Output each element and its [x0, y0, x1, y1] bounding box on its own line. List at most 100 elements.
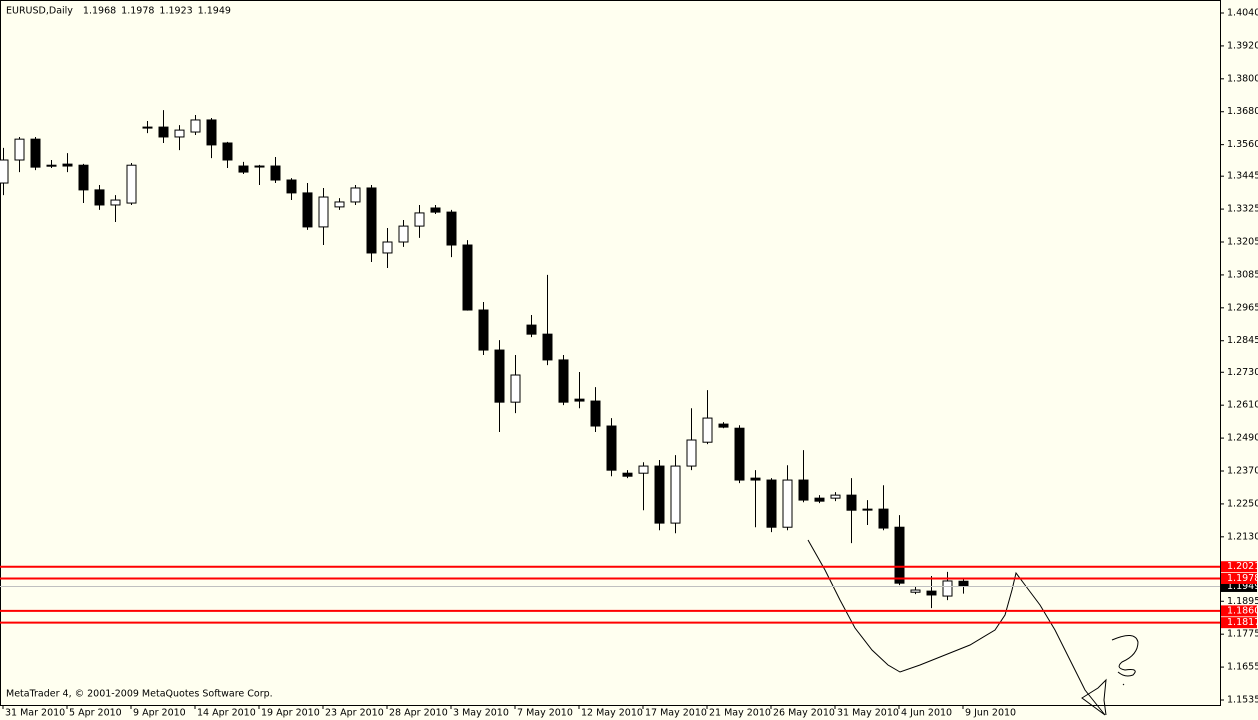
x-tick-label: 12 May 2010 — [581, 708, 643, 719]
y-tick-label: 1.3445 — [1227, 171, 1258, 182]
freehand-path — [807, 539, 1107, 716]
header-low: 1.1923 — [159, 6, 192, 17]
candle-body — [526, 324, 537, 335]
candle-body — [638, 465, 649, 474]
freehand-dot — [1122, 683, 1125, 686]
candle-body — [894, 526, 905, 584]
candle-body — [574, 398, 585, 402]
candle-body — [462, 244, 473, 311]
candle-body — [126, 164, 137, 204]
candle-body — [958, 580, 969, 587]
y-tick-label: 1.2250 — [1227, 498, 1258, 509]
candle-body — [270, 165, 281, 181]
candle-body — [446, 211, 457, 246]
level-label-bg — [1221, 617, 1257, 629]
candle-body — [238, 165, 249, 173]
y-tick-label: 1.2130 — [1227, 531, 1258, 542]
x-tick-label: 31 May 2010 — [837, 708, 899, 719]
y-tick-label: 1.3560 — [1227, 139, 1258, 150]
candle-body — [510, 374, 521, 403]
candle-body — [750, 477, 761, 481]
candle-body — [478, 309, 489, 351]
price-label: 1.1949 — [1227, 581, 1258, 592]
candle-body — [910, 589, 921, 593]
y-tick-label: 1.3800 — [1227, 73, 1258, 84]
candle-body — [558, 359, 569, 403]
candle-body — [222, 142, 233, 161]
candle-body — [718, 423, 729, 428]
x-tick-label: 3 May 2010 — [453, 708, 509, 719]
hand-drawing — [807, 539, 1139, 716]
candle-body — [302, 192, 313, 228]
candle-body — [206, 119, 217, 146]
candle-body — [782, 479, 793, 528]
price-label-bg — [1221, 580, 1257, 592]
y-tick-label: 1.2845 — [1227, 335, 1258, 346]
candle-body — [606, 425, 617, 471]
y-tick-label: 1.3920 — [1227, 40, 1258, 51]
candle-body — [622, 472, 633, 477]
candle-body — [862, 508, 873, 511]
y-tick-label: 1.2370 — [1227, 466, 1258, 477]
x-tick-label: 19 Apr 2010 — [261, 708, 320, 719]
candle-body — [14, 138, 25, 161]
candle-body — [734, 427, 745, 481]
marks — [0, 110, 969, 609]
y-tick-label: 1.1895 — [1227, 596, 1258, 607]
candle-body — [334, 201, 345, 208]
candle-body — [414, 212, 425, 227]
candle-body — [830, 494, 841, 499]
candle-body — [0, 159, 9, 184]
candle-body — [350, 187, 361, 203]
candle-body — [286, 179, 297, 194]
candle-body — [398, 225, 409, 243]
freehand-question — [1111, 635, 1139, 677]
chart-title: EURUSD,Daily — [6, 6, 73, 17]
candle-body — [798, 479, 809, 501]
y-tick-label: 1.4040 — [1227, 8, 1258, 19]
x-tick-label: 31 Mar 2010 — [5, 708, 65, 719]
y-tick-label: 1.2730 — [1227, 367, 1258, 378]
x-tick-label: 17 May 2010 — [645, 708, 707, 719]
x-tick-label: 4 Jun 2010 — [901, 708, 952, 719]
x-tick-label: 23 Apr 2010 — [325, 708, 384, 719]
candle-body — [702, 417, 713, 443]
x-tick-label: 14 Apr 2010 — [197, 708, 256, 719]
candle-body — [62, 163, 73, 167]
x-tick-label: 5 Apr 2010 — [69, 708, 122, 719]
level-label: 1.1978 — [1227, 573, 1258, 584]
header-close: 1.1949 — [198, 6, 231, 17]
y-tick-label: 1.2490 — [1227, 433, 1258, 444]
y-tick-label: 1.3205 — [1227, 237, 1258, 248]
candle-body — [670, 465, 681, 524]
candle-body — [654, 465, 665, 524]
x-tick-label: 26 May 2010 — [773, 708, 835, 719]
candle-body — [878, 508, 889, 529]
candle-body — [190, 119, 201, 133]
plot-frame — [0, 0, 1221, 706]
candle-body — [590, 400, 601, 427]
x-tick-label: 9 Apr 2010 — [133, 708, 186, 719]
y-tick-label: 1.1775 — [1227, 629, 1258, 640]
candle-body — [78, 164, 89, 191]
x-tick-label: 7 May 2010 — [517, 708, 573, 719]
candle-body — [382, 241, 393, 254]
level-label-bg — [1221, 573, 1257, 585]
candle-body — [942, 580, 953, 597]
y-tick-label: 1.3325 — [1227, 204, 1258, 215]
x-tick-label: 9 Jun 2010 — [965, 708, 1016, 719]
candle-body — [366, 187, 377, 254]
level-label: 1.1817 — [1227, 617, 1258, 628]
candle-body — [766, 479, 777, 528]
candle-body — [926, 590, 937, 596]
x-tick-label: 21 May 2010 — [709, 708, 771, 719]
footer: MetaTrader 4, © 2001-2009 MetaQuotes Sof… — [6, 689, 273, 700]
candle-body — [542, 333, 553, 361]
candle-body — [318, 196, 329, 228]
candle-body — [46, 164, 57, 167]
y-tick-label: 1.2965 — [1227, 302, 1258, 313]
level-label-bg — [1221, 605, 1257, 617]
level-label-bg — [1221, 561, 1257, 573]
